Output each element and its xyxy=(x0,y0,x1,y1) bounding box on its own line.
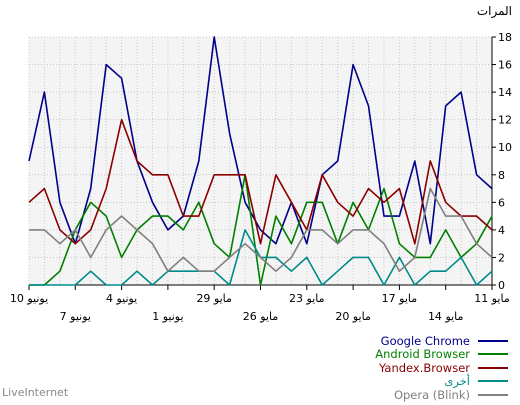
legend-label: أخرى xyxy=(444,374,470,389)
y-tick-label: 4 xyxy=(498,224,505,237)
legend-swatch xyxy=(478,353,508,356)
series-line-1 xyxy=(28,36,493,245)
x-tick-label: 1 يونيو xyxy=(152,310,183,323)
legend-item: Opera (Blink) xyxy=(268,388,508,402)
legend-item: Google Chrome xyxy=(268,334,508,348)
x-tick-label: 4 يونيو xyxy=(106,292,137,305)
x-axis: 11 مايو 14 مايو 17 مايو 20 مايو 23 مايو 26 ما… xyxy=(10,284,510,323)
x-tick-label: 20 مايو xyxy=(335,310,371,323)
y-tick-label: 14 xyxy=(498,86,512,99)
y-tick-label: 6 xyxy=(498,196,505,209)
legend-item: Yandex.Browser xyxy=(268,361,508,375)
y-tick-label: 10 xyxy=(498,141,512,154)
legend-item: Android Browser xyxy=(268,347,508,362)
brand-label: LiveInternet xyxy=(2,386,69,399)
y-tick-label: 18 xyxy=(498,31,512,44)
x-tick-label: 23 مايو xyxy=(289,292,325,305)
legend-label: Yandex.Browser xyxy=(378,360,470,375)
series-line-3 xyxy=(28,118,493,245)
y-axis-unit-label: المرات xyxy=(476,4,512,18)
x-tick-label: 14 مايو xyxy=(428,310,464,323)
legend-swatch xyxy=(478,380,508,383)
y-tick-label: 16 xyxy=(498,59,512,72)
series-line-5 xyxy=(29,187,493,273)
x-tick-label: 10 يونيو xyxy=(10,292,48,305)
x-tick-label: 11 مايو xyxy=(474,292,510,305)
plot-area xyxy=(28,36,493,286)
legend-swatch xyxy=(478,393,508,396)
x-tick-label: 7 يونيو xyxy=(60,310,91,323)
legend-swatch xyxy=(478,339,508,342)
series-layer xyxy=(28,36,493,286)
legend-item: أخرى xyxy=(268,374,508,389)
legend-label: Android Browser xyxy=(375,347,470,362)
y-tick-label: 12 xyxy=(498,114,512,127)
legend: Google Chrome Android Browser Yandex.Brows… xyxy=(268,334,508,402)
x-tick-label: 29 مايو xyxy=(196,292,232,305)
legend-swatch xyxy=(478,366,508,369)
x-tick-label: 26 مايو xyxy=(243,310,279,323)
legend-label: Opera (Blink) xyxy=(393,387,470,402)
y-axis: 0 2 4 6 8 10 12 14 16 18 xyxy=(491,31,512,292)
y-tick-label: 0 xyxy=(498,279,505,292)
y-tick-label: 8 xyxy=(498,169,505,182)
legend-label: Google Chrome xyxy=(380,333,470,348)
y-tick-label: 2 xyxy=(498,251,505,264)
x-tick-label: 17 مايو xyxy=(382,292,418,305)
